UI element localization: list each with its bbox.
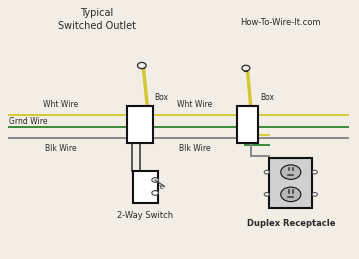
Circle shape — [312, 192, 317, 196]
Text: Box: Box — [154, 93, 168, 102]
Circle shape — [281, 165, 301, 179]
Text: Duplex Receptacle: Duplex Receptacle — [247, 219, 335, 228]
Text: 2-Way Switch: 2-Way Switch — [117, 211, 173, 220]
Circle shape — [264, 192, 269, 196]
Text: Wht Wire: Wht Wire — [43, 100, 79, 109]
Bar — [237, 106, 258, 143]
Bar — [127, 106, 153, 143]
Circle shape — [152, 191, 158, 195]
Text: Blk Wire: Blk Wire — [179, 144, 211, 153]
Text: Blk Wire: Blk Wire — [135, 184, 163, 190]
Circle shape — [312, 170, 317, 174]
Bar — [133, 171, 158, 203]
Text: Grnd Wire: Grnd Wire — [9, 117, 47, 126]
Circle shape — [281, 187, 301, 202]
Text: Box: Box — [260, 93, 274, 102]
Circle shape — [264, 170, 269, 174]
Text: Typical
Switched Outlet: Typical Switched Outlet — [58, 8, 136, 31]
Bar — [269, 158, 312, 208]
Text: How-To-Wire-It.com: How-To-Wire-It.com — [240, 18, 320, 27]
Text: Blk Wire: Blk Wire — [45, 144, 77, 153]
Text: Wht Wire: Wht Wire — [177, 100, 213, 109]
Circle shape — [152, 178, 158, 182]
